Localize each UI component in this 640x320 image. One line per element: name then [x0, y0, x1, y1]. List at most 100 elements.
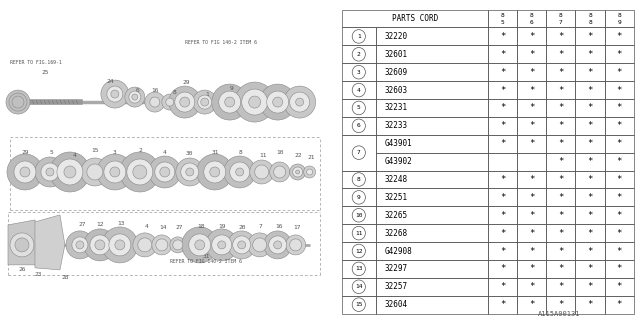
Text: 26: 26	[18, 268, 26, 272]
Text: *: *	[558, 264, 564, 273]
Text: *: *	[588, 121, 593, 130]
Text: 29: 29	[182, 80, 189, 84]
Text: 6: 6	[136, 88, 140, 92]
Bar	[342, 171, 376, 188]
Text: *: *	[558, 175, 564, 184]
Text: *: *	[588, 157, 593, 166]
Bar	[376, 242, 488, 260]
Text: *: *	[616, 282, 622, 291]
Text: 9: 9	[230, 85, 234, 91]
Text: REFER TO FIG.169-1: REFER TO FIG.169-1	[10, 60, 61, 65]
Bar	[488, 45, 517, 63]
Text: *: *	[558, 228, 564, 238]
Circle shape	[273, 97, 283, 107]
Bar	[488, 135, 517, 153]
Text: *: *	[588, 68, 593, 77]
Text: *: *	[529, 103, 534, 112]
Circle shape	[260, 84, 296, 120]
Text: *: *	[558, 211, 564, 220]
Text: 32265: 32265	[385, 211, 408, 220]
Text: 32251: 32251	[385, 193, 408, 202]
Text: G43901: G43901	[385, 139, 412, 148]
Text: 2: 2	[357, 52, 361, 57]
Text: *: *	[529, 32, 534, 41]
Circle shape	[64, 166, 76, 178]
Circle shape	[173, 240, 183, 250]
Bar	[517, 45, 547, 63]
Bar	[605, 171, 634, 188]
Circle shape	[255, 165, 269, 179]
Bar	[605, 224, 634, 242]
Circle shape	[198, 95, 212, 109]
Text: *: *	[558, 103, 564, 112]
Bar	[547, 10, 575, 28]
Bar	[376, 135, 488, 153]
Circle shape	[7, 154, 43, 190]
Text: *: *	[529, 300, 534, 309]
Text: G42908: G42908	[385, 246, 412, 255]
Bar	[547, 153, 575, 171]
Text: *: *	[529, 228, 534, 238]
Bar	[376, 99, 488, 117]
Text: 8: 8	[588, 20, 592, 25]
Bar	[517, 153, 547, 171]
Text: *: *	[588, 175, 593, 184]
Text: *: *	[616, 300, 622, 309]
Circle shape	[307, 169, 312, 175]
Text: *: *	[558, 139, 564, 148]
Text: *: *	[500, 300, 505, 309]
Text: 8: 8	[239, 149, 243, 155]
Text: 32603: 32603	[385, 85, 408, 95]
Text: 11: 11	[355, 231, 362, 236]
Circle shape	[66, 231, 94, 259]
Text: 15: 15	[355, 302, 362, 307]
Text: *: *	[558, 68, 564, 77]
Text: 7: 7	[357, 150, 361, 155]
Text: *: *	[616, 32, 622, 41]
Bar	[575, 171, 605, 188]
Circle shape	[156, 239, 168, 251]
Text: 10: 10	[355, 213, 362, 218]
Text: 27: 27	[175, 225, 182, 230]
Bar	[488, 260, 517, 278]
Bar	[517, 296, 547, 314]
Bar	[342, 135, 376, 171]
Circle shape	[274, 241, 282, 249]
Bar	[376, 81, 488, 99]
Text: *: *	[529, 50, 534, 59]
Bar	[488, 117, 517, 135]
Bar	[488, 63, 517, 81]
Text: *: *	[616, 68, 622, 77]
Circle shape	[228, 231, 256, 259]
Text: 27: 27	[78, 222, 86, 228]
Bar	[342, 28, 376, 45]
Circle shape	[87, 164, 103, 180]
Bar	[376, 117, 488, 135]
Text: 28: 28	[61, 275, 68, 280]
Bar	[342, 224, 376, 242]
Text: 24: 24	[106, 79, 114, 84]
Circle shape	[149, 156, 180, 188]
Text: 4: 4	[73, 153, 77, 157]
Circle shape	[120, 152, 160, 192]
Circle shape	[150, 97, 160, 107]
Bar	[517, 135, 547, 153]
Text: 32233: 32233	[385, 121, 408, 130]
Bar	[605, 81, 634, 99]
Bar	[605, 45, 634, 63]
Circle shape	[41, 163, 59, 181]
Bar	[376, 224, 488, 242]
Text: *: *	[616, 264, 622, 273]
Bar	[488, 242, 517, 260]
Circle shape	[162, 94, 178, 110]
Circle shape	[269, 236, 287, 254]
Bar	[547, 81, 575, 99]
Bar	[605, 296, 634, 314]
Circle shape	[10, 233, 34, 257]
Bar	[342, 260, 376, 278]
Circle shape	[274, 166, 285, 178]
Bar	[605, 10, 634, 28]
Circle shape	[218, 241, 226, 249]
Circle shape	[90, 235, 110, 255]
Bar	[575, 153, 605, 171]
